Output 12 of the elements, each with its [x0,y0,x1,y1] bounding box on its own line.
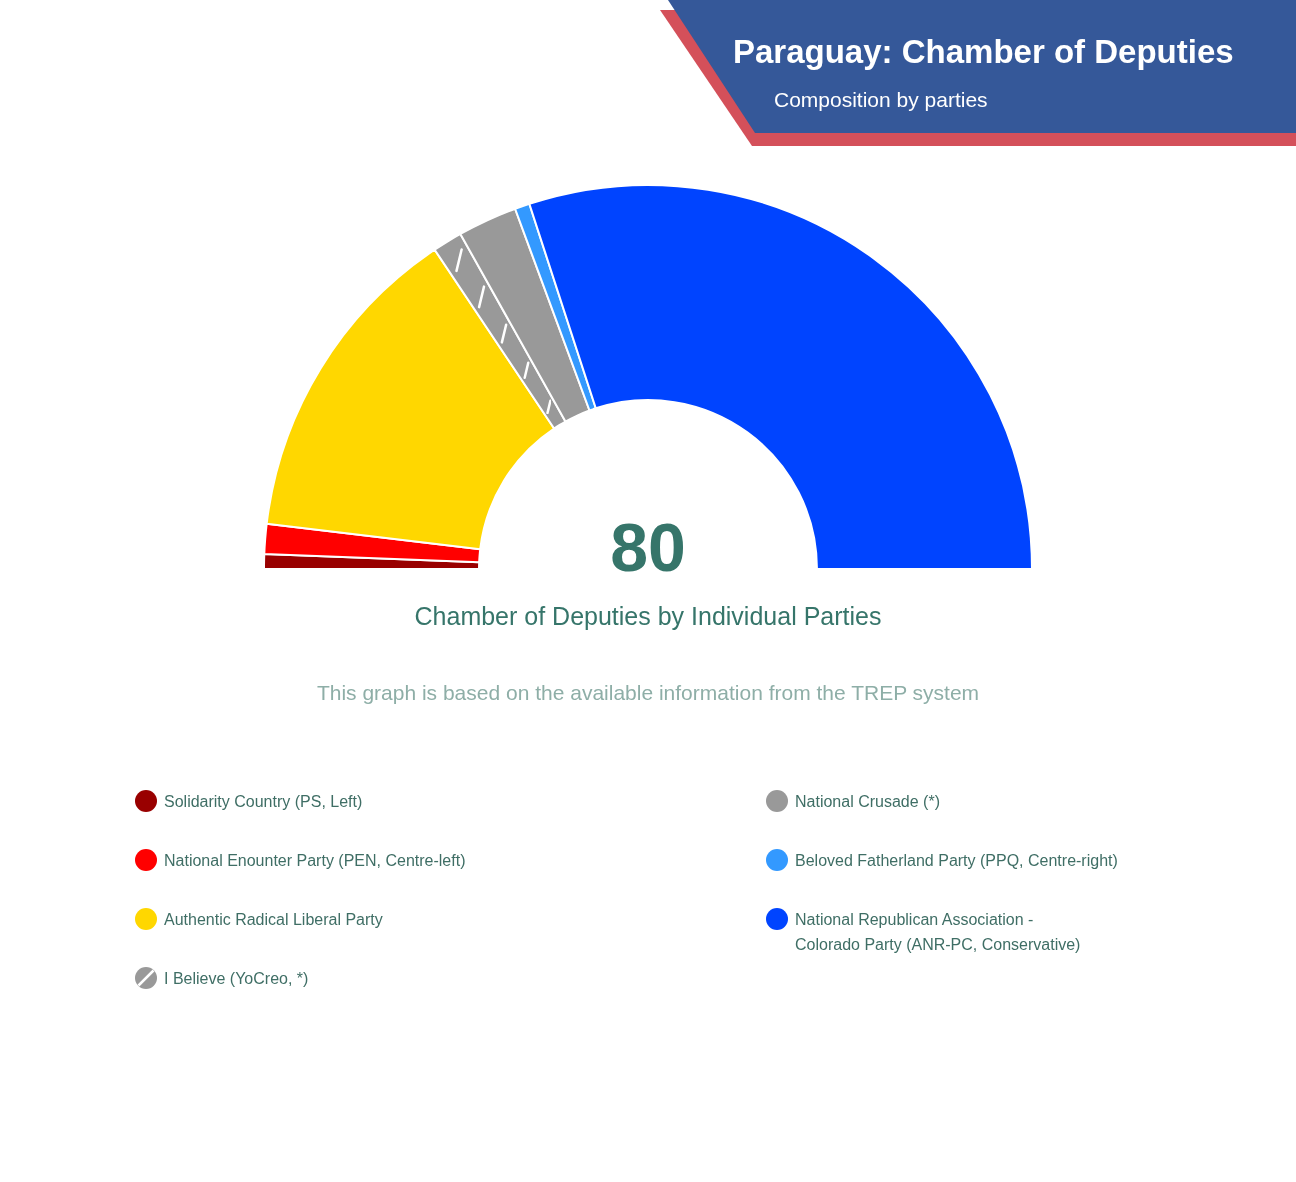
text: Chamber of Deputies by Individual Parties [413,601,883,631]
text: 80 [609,509,687,585]
legend-label: I Believe (YoCreo, *) [164,969,309,989]
text: This graph is based on the available information from the TREP system [315,680,981,706]
chart-subtitle: Composition by parties [774,87,988,113]
legend-label: National Enounter Party (PEN, Centre-left) [164,851,466,871]
legend-label: National Crusade (*) [795,792,940,812]
legend-label: Solidarity Country (PS, Left) [164,792,363,812]
chart-title: Paraguay: Chamber of Deputies [733,32,1234,72]
legend-label: Authentic Radical Liberal Party [164,910,383,930]
legend-label: National Republican Association - Colorado Party (ANR-PC, Conservative) [795,910,1081,955]
legend-label: Beloved Fatherland Party (PPQ, Centre-right) [795,851,1118,871]
